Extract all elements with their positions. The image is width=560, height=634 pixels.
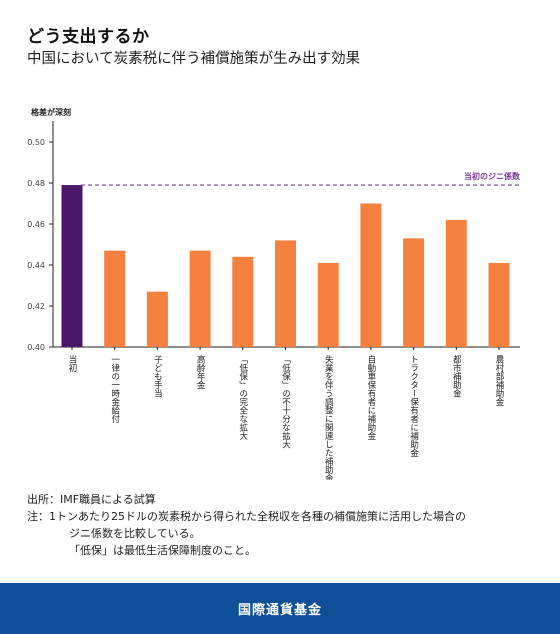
x-tick-label: 都市補助金 bbox=[451, 355, 461, 398]
y-axis-label: 格差が深刻 bbox=[31, 107, 71, 117]
chart-subtitle: 中国において炭素税に伴う補償施策が生み出す効果 bbox=[27, 51, 361, 67]
y-tick-label: 0.44 bbox=[27, 261, 45, 270]
source-note: 出所：IMF職員による試算 bbox=[27, 493, 156, 506]
y-tick-label: 0.40 bbox=[27, 343, 45, 352]
bar bbox=[104, 250, 126, 347]
bar-chart: 格差が深刻 0.40 0.42 0.44 0.46 0.48 0.50 当初 一律の一時金給付 子… bbox=[27, 107, 521, 480]
bar bbox=[189, 250, 211, 347]
x-tick-label: 当初 bbox=[67, 354, 77, 373]
y-tick-label: 0.50 bbox=[27, 138, 45, 147]
note-line-3: 「低保」は最低生活保障制度のこと。 bbox=[69, 544, 256, 557]
x-tick-label: 「低保」の不十分な拡大 bbox=[281, 355, 291, 449]
y-tick-label: 0.46 bbox=[27, 220, 45, 229]
y-tick-label: 0.48 bbox=[27, 179, 45, 188]
bar bbox=[232, 256, 254, 347]
bar-initial bbox=[61, 185, 83, 347]
x-tick-label: 一律の一時金給付 bbox=[110, 355, 120, 424]
chart-title: どう支出するか bbox=[27, 27, 150, 47]
notes-block: 出所：IMF職員による試算 注： 1トンあたり25ドルの炭素税から得られた全税収… bbox=[27, 491, 537, 559]
x-tick-label: 子ども手当 bbox=[152, 355, 162, 398]
bar bbox=[360, 203, 382, 347]
x-tick-label: 高齢年金 bbox=[195, 354, 205, 389]
bar bbox=[275, 240, 296, 347]
bar bbox=[488, 262, 510, 347]
y-tick-label: 0.42 bbox=[27, 302, 45, 311]
note-line-2: ジニ係数を比較している。 bbox=[69, 527, 201, 540]
footer-bar: 国際通貨基金 bbox=[0, 583, 560, 634]
bar bbox=[317, 262, 339, 347]
x-tick-label: 農村部補助金 bbox=[494, 354, 504, 406]
x-tick-label: 失業を伴う調整に関連した補助金 bbox=[323, 354, 333, 480]
bar bbox=[146, 291, 168, 347]
x-tick-label: トラクター保有者に補助金 bbox=[409, 355, 419, 457]
note-prefix: 注： bbox=[27, 510, 49, 523]
note-line-1: 1トンあたり25ドルの炭素税から得られた全税収を各種の補償施策に活用した場合の bbox=[49, 510, 466, 523]
x-tick-label: 「低保」の完全な拡大 bbox=[238, 355, 248, 441]
bar bbox=[445, 219, 467, 347]
footer-org-name: 国際通貨基金 bbox=[237, 603, 322, 618]
x-tick-label: 自動車保有者に補助金 bbox=[366, 354, 376, 440]
note-row: 注： 1トンあたり25ドルの炭素税から得られた全税収を各種の補償施策に活用した場… bbox=[27, 508, 537, 525]
reference-line-label: 当初のジニ係数 bbox=[464, 171, 521, 181]
bar bbox=[403, 238, 425, 347]
